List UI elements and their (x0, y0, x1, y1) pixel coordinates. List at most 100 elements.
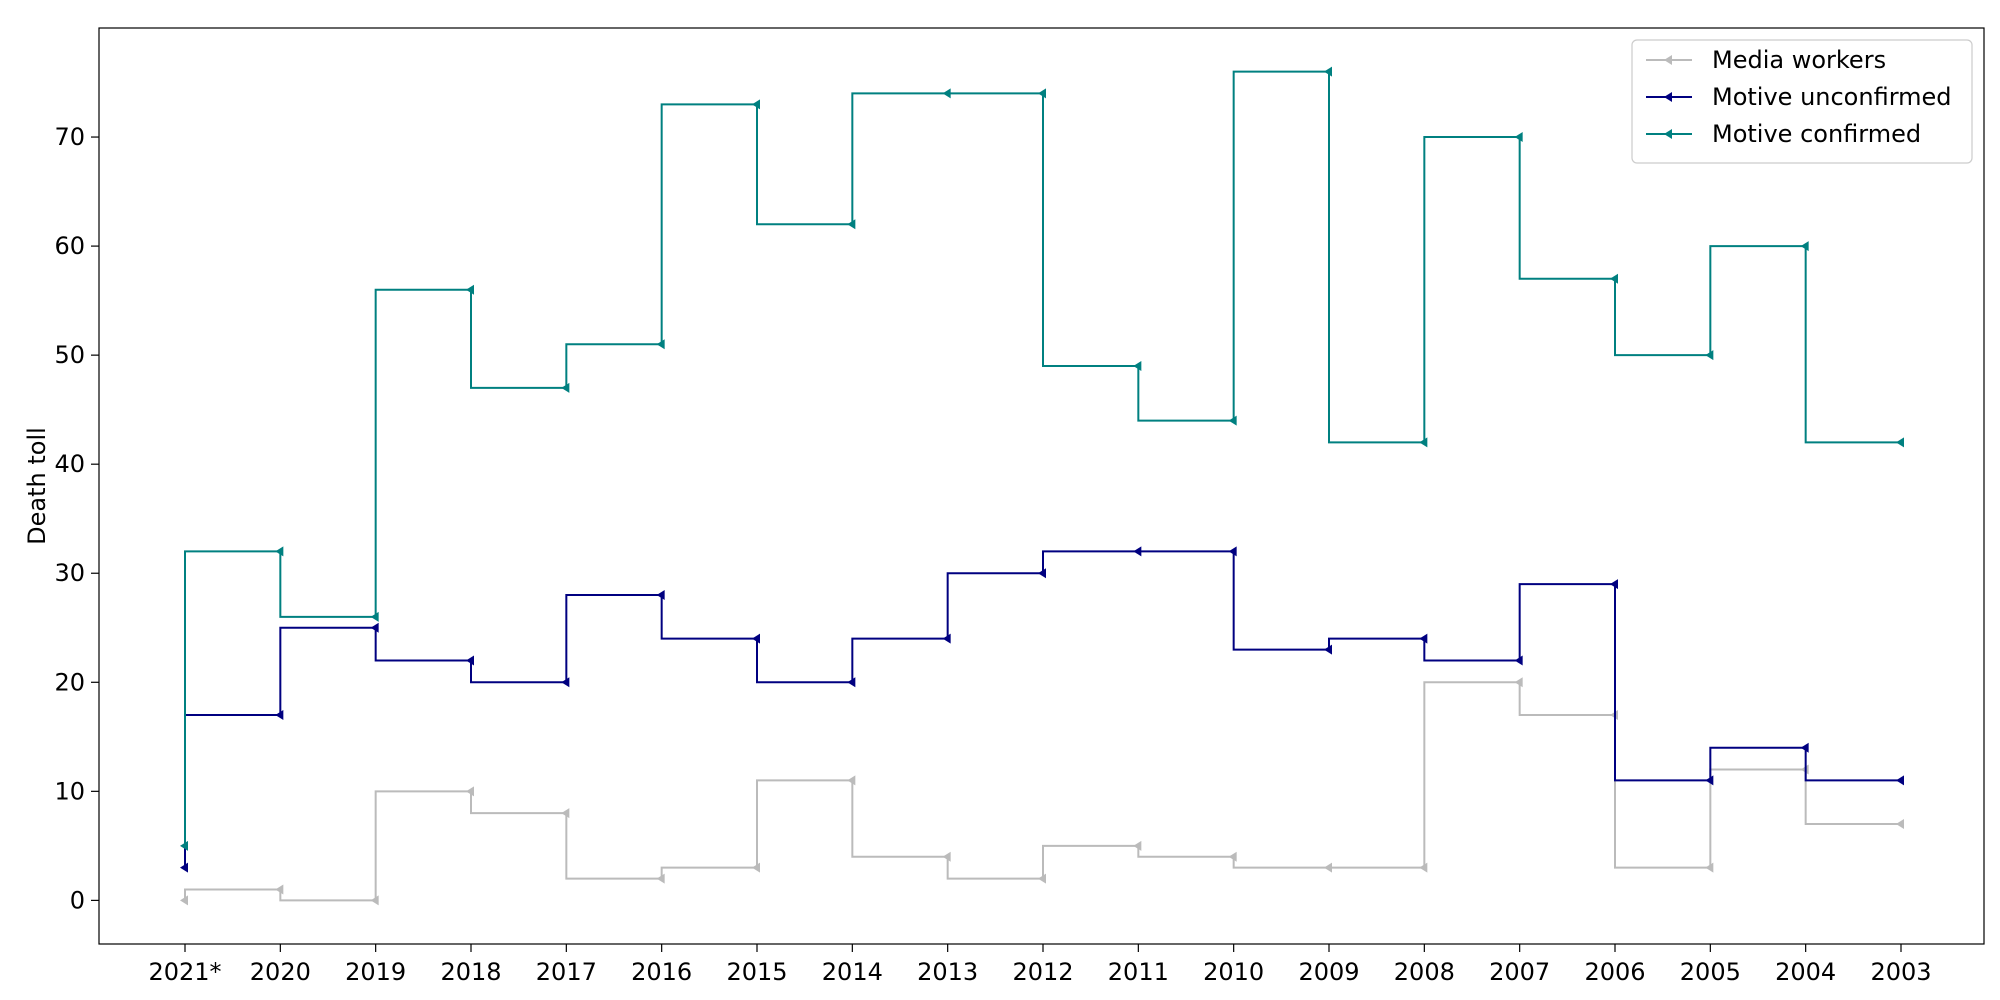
data-point (752, 633, 760, 644)
legend: Media workers Motive unconfirmed Motive co… (1631, 39, 1973, 164)
y-tick-label: 20 (54, 668, 85, 696)
data-point (1705, 350, 1714, 361)
data-point (466, 284, 474, 295)
legend-marker (1664, 129, 1672, 139)
data-point (466, 786, 474, 797)
data-point (847, 219, 856, 230)
data-point (656, 339, 665, 350)
series-line (184, 550, 1901, 868)
data-point (1228, 546, 1237, 557)
series-layer (180, 66, 1904, 906)
data-point (561, 677, 570, 688)
data-point (752, 862, 760, 873)
data-point (1896, 775, 1904, 786)
data-point (1133, 546, 1142, 557)
x-tick-label: 2012 (1012, 958, 1073, 986)
x-tick-label: 2014 (822, 958, 883, 986)
data-point (1514, 677, 1523, 688)
data-point (1896, 819, 1904, 830)
data-point (1419, 437, 1428, 448)
legend-label: Motive unconfirmed (1712, 83, 1952, 111)
data-point (1038, 568, 1046, 579)
x-tick-label: 2013 (917, 958, 978, 986)
legend-marker (1664, 55, 1672, 65)
data-point (1610, 579, 1618, 590)
legend-item: Motive unconfirmed (1646, 83, 1952, 111)
y-tick-label: 10 (54, 777, 85, 805)
x-tick-label: 2008 (1394, 958, 1455, 986)
x-tick-label: 2021* (148, 958, 221, 986)
x-tick-label: 2015 (726, 958, 787, 986)
y-axis: 0 10 20 30 40 50 60 70 (54, 123, 99, 914)
data-point (1419, 633, 1428, 644)
x-tick-label: 2006 (1584, 958, 1645, 986)
data-point (370, 611, 379, 622)
series-motive-unconfirmed (180, 546, 1904, 873)
y-tick-label: 60 (54, 232, 85, 260)
data-point (561, 382, 570, 393)
x-tick-label: 2004 (1775, 958, 1836, 986)
data-point (656, 590, 665, 601)
y-axis-title: Death toll (23, 427, 51, 545)
data-point (1324, 644, 1332, 655)
y-tick-label: 0 (70, 886, 85, 914)
x-tick-label: 2016 (631, 958, 692, 986)
data-point (561, 808, 570, 819)
data-point (1514, 655, 1523, 666)
data-point (847, 677, 856, 688)
data-point (1038, 873, 1046, 884)
data-point (1324, 862, 1332, 873)
x-tick-label: 2017 (536, 958, 597, 986)
data-point (1800, 742, 1809, 753)
legend-label: Media workers (1712, 46, 1886, 74)
data-point (275, 884, 284, 895)
series-motive-confirmed (180, 66, 1904, 851)
data-point (1038, 88, 1046, 99)
x-tick-label: 2005 (1680, 958, 1741, 986)
legend-item: Media workers (1646, 46, 1886, 74)
data-point (1228, 415, 1237, 426)
x-tick-label: 2020 (250, 958, 311, 986)
data-point (1419, 862, 1428, 873)
plot-area (98, 27, 1985, 945)
data-point (180, 862, 188, 873)
data-point (275, 710, 284, 720)
x-tick-label: 2019 (345, 958, 406, 986)
x-tick-label: 2007 (1489, 958, 1550, 986)
data-point (275, 546, 284, 557)
y-tick-label: 40 (54, 450, 85, 478)
x-tick-label: 2003 (1870, 958, 1931, 986)
x-axis: 2021* 2020 2019 2018 2017 2016 2015 2014 2013 201… (148, 944, 1932, 986)
data-point (1705, 862, 1714, 873)
data-point (942, 88, 951, 99)
y-tick-label: 50 (54, 341, 85, 369)
data-point (1705, 775, 1714, 786)
y-tick-label: 30 (54, 559, 85, 587)
x-tick-label: 2010 (1203, 958, 1264, 986)
data-point (1610, 273, 1618, 284)
data-point (1133, 361, 1142, 372)
data-point (1800, 241, 1809, 252)
x-tick-label: 2018 (440, 958, 501, 986)
data-point (180, 840, 188, 851)
data-point (1228, 851, 1237, 862)
data-point (942, 633, 951, 644)
data-point (942, 851, 951, 862)
data-point (1514, 132, 1523, 143)
data-point (466, 655, 474, 666)
data-point (370, 622, 379, 633)
legend-label: Motive confirmed (1712, 120, 1921, 148)
data-point (1133, 840, 1142, 851)
y-tick-label: 70 (54, 123, 85, 151)
x-tick-label: 2011 (1108, 958, 1169, 986)
data-point (656, 873, 665, 884)
data-point (370, 895, 379, 906)
legend-box (1631, 39, 1973, 164)
x-tick-label: 2009 (1298, 958, 1359, 986)
data-point (1324, 66, 1332, 77)
data-point (847, 775, 856, 786)
data-point (1896, 437, 1904, 448)
data-point (752, 99, 760, 110)
legend-marker (1664, 92, 1672, 102)
